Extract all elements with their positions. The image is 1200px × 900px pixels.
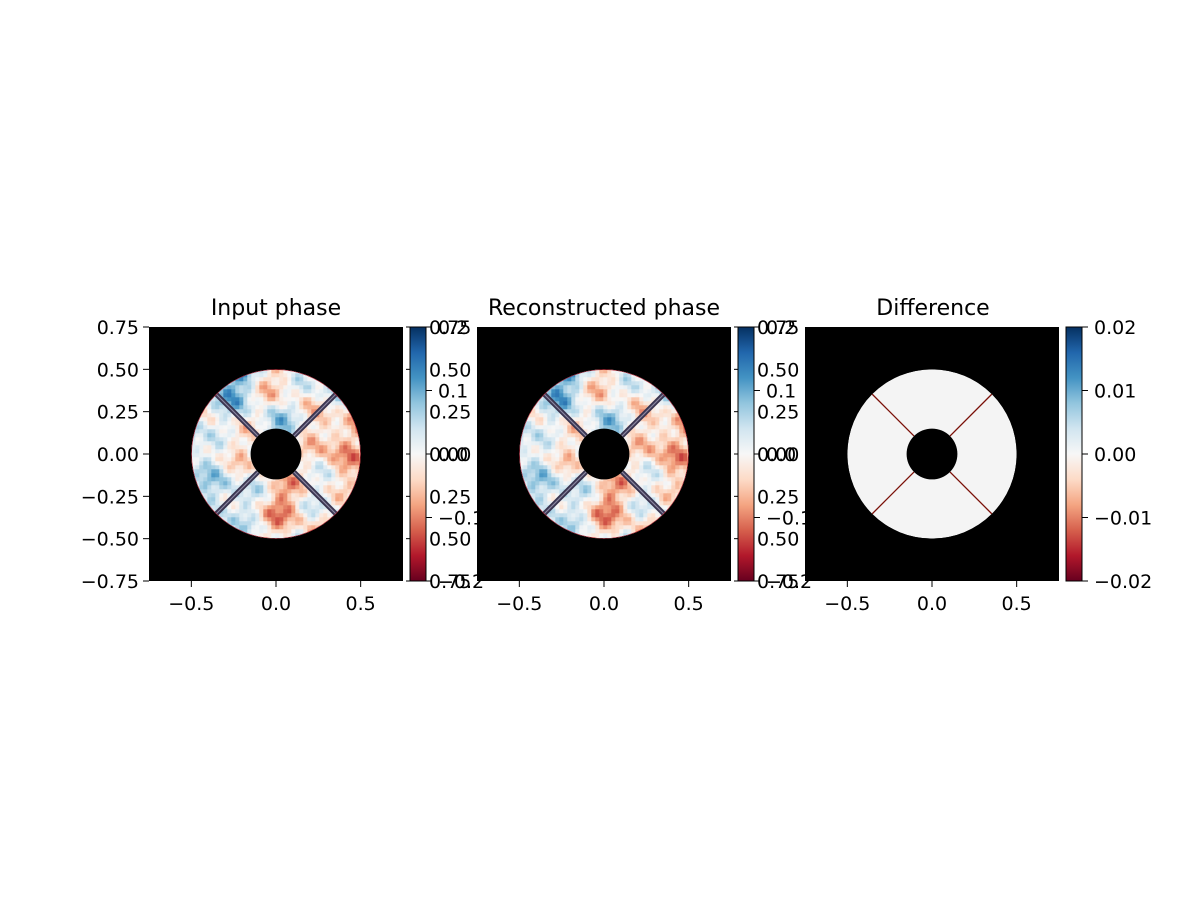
central-obscuration <box>906 428 958 480</box>
panel-difference: Difference −0.5 0.0 0.5 0.02 0.01 0.00 −0.01 −… <box>805 296 1152 615</box>
colorbar-overlay-tick-label: 0.50 <box>429 529 471 551</box>
y-tick-label: 0.00 <box>97 444 139 466</box>
panel-title: Input phase <box>211 296 341 321</box>
x-tick-label: −0.5 <box>824 593 870 615</box>
colorbar-overlay-tick-label: 0.25 <box>757 486 799 508</box>
colorbar-tick-label: 0.2 <box>438 317 468 339</box>
colorbar-tick-label: −0.01 <box>1094 508 1152 530</box>
x-axis: −0.5 0.0 0.5 <box>824 581 1032 615</box>
colorbar-overlay-tick-label: 0.00 <box>757 444 799 466</box>
colorbar-tick-label: 0.2 <box>766 317 796 339</box>
colorbar-tick-label: 0.0 <box>438 444 468 466</box>
colorbar-overlay-tick-label: 0.50 <box>757 359 799 381</box>
y-tick-label: −0.75 <box>81 571 139 593</box>
colorbar-overlay-tick-label: 0.25 <box>429 486 471 508</box>
colorbar-tick-label: 0.01 <box>1094 381 1136 403</box>
colorbar: 0.02 0.01 0.00 −0.01 −0.02 <box>1065 317 1152 593</box>
panel-reconstructed-phase: Reconstructed phase −0.5 0.0 0.5 0.2 0.1 0.0… <box>477 296 812 615</box>
x-tick-label: 0.5 <box>1002 593 1032 615</box>
panel-input-phase: Input phase −0.5 0.0 0.5 −0.75 −0.50 −0.25 0.… <box>81 296 484 615</box>
colorbar-overlay-tick-label: 0.75 <box>429 317 471 339</box>
colorbar-gradient <box>737 326 755 582</box>
x-tick-label: 0.5 <box>674 593 704 615</box>
phase-map <box>477 327 731 581</box>
phase-map <box>149 327 403 581</box>
colorbar-overlay-tick-label: 0.25 <box>757 402 799 424</box>
colorbar-gradient <box>1065 326 1083 582</box>
colorbar-tick-label: −0.1 <box>766 508 812 530</box>
colorbar-overlay-tick-label: 0.50 <box>429 359 471 381</box>
colorbar-overlay-tick-label: 0.75 <box>757 317 799 339</box>
colorbar: 0.20.10.0−0.1−0.20.750.500.250.000.250.5… <box>406 317 484 593</box>
colorbar-tick-label: −0.1 <box>438 508 484 530</box>
colorbar-tick-label: −0.2 <box>438 571 484 593</box>
colorbar-tick-label: 0.0 <box>766 444 796 466</box>
colorbar-overlay-tick-label: 0.50 <box>757 529 799 551</box>
y-axis: −0.75 −0.50 −0.25 0.00 0.25 0.50 0.75 <box>81 317 149 593</box>
colorbar-tick-label: 0.1 <box>766 381 796 403</box>
colorbar-tick-label: 0.02 <box>1094 317 1136 339</box>
panel-title: Difference <box>876 296 989 321</box>
y-tick-label: 0.75 <box>97 317 139 339</box>
colorbar-gradient <box>409 326 427 582</box>
colorbar-overlay-tick-label: 0.25 <box>429 402 471 424</box>
y-tick-label: 0.25 <box>97 402 139 424</box>
colorbar-tick-label: −0.2 <box>766 571 812 593</box>
panel-title: Reconstructed phase <box>488 296 720 321</box>
x-tick-label: 0.0 <box>261 593 291 615</box>
x-tick-label: −0.5 <box>496 593 542 615</box>
difference-map <box>805 327 1059 581</box>
central-obscuration <box>250 428 302 480</box>
colorbar: 0.20.10.0−0.1−0.20.750.500.250.000.250.5… <box>734 317 812 593</box>
y-tick-label: 0.50 <box>97 359 139 381</box>
x-axis: −0.5 0.0 0.5 <box>168 581 376 615</box>
x-tick-label: 0.0 <box>589 593 619 615</box>
colorbar-overlay-tick-label: 0.75 <box>429 571 471 593</box>
central-obscuration <box>578 428 630 480</box>
x-tick-label: −0.5 <box>168 593 214 615</box>
colorbar-tick-label: −0.02 <box>1094 571 1152 593</box>
y-tick-label: −0.25 <box>81 486 139 508</box>
colorbar-overlay-tick-label: 0.75 <box>757 571 799 593</box>
colorbar-overlay-tick-label: 0.00 <box>429 444 471 466</box>
x-tick-label: 0.5 <box>346 593 376 615</box>
colorbar-tick-label: 0.00 <box>1094 444 1136 466</box>
x-tick-label: 0.0 <box>917 593 947 615</box>
colorbar-tick-label: 0.1 <box>438 381 468 403</box>
y-tick-label: −0.50 <box>81 529 139 551</box>
x-axis: −0.5 0.0 0.5 <box>496 581 704 615</box>
